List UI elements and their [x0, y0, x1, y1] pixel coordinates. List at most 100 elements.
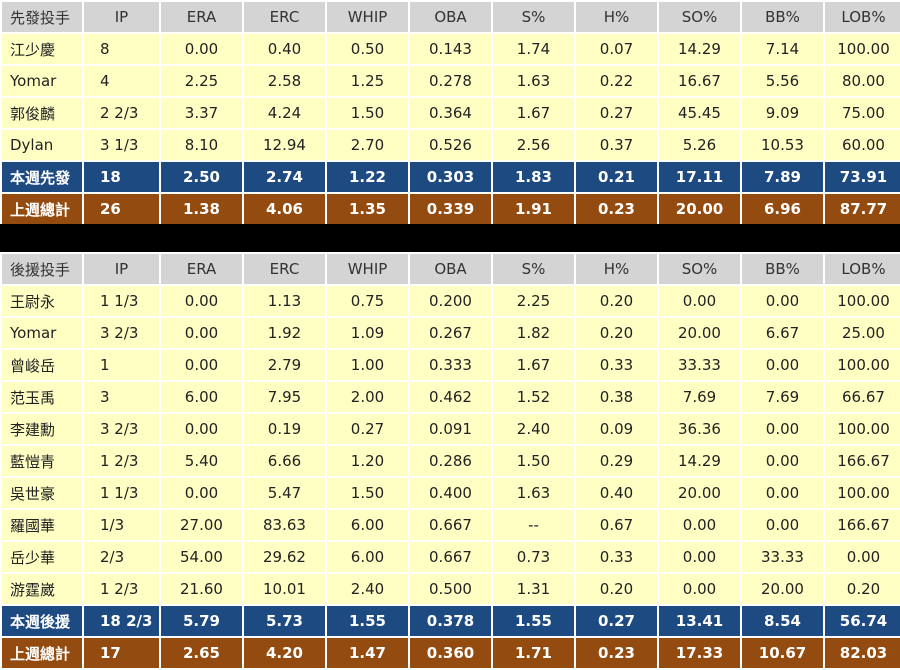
summary-stat-cell: 1.55 [493, 606, 574, 636]
stat-cell: 0.00 [742, 510, 823, 540]
header-row: 先發投手 IP ERA ERC WHIP OBA S% H% SO% BB% LOB% [2, 2, 900, 32]
stat-cell: 0.200 [410, 286, 491, 316]
stat-cell: 0.00 [742, 446, 823, 476]
stat-cell: 6.00 [161, 382, 242, 412]
stat-cell: 0.27 [576, 98, 657, 128]
stat-cell: 3 1/3 [84, 130, 159, 160]
stat-cell: 8.10 [161, 130, 242, 160]
stat-cell: 2.58 [244, 66, 325, 96]
stat-cell: 100.00 [825, 286, 900, 316]
header-cell-erc: ERC [244, 2, 325, 32]
table-row: 羅國華 1/3 27.00 83.63 6.00 0.667 -- 0.67 0.00 0.00 1… [2, 510, 900, 540]
stat-cell: 0.00 [161, 478, 242, 508]
header-cell-lob-pct: LOB% [825, 2, 900, 32]
summary-label: 上週總計 [2, 194, 82, 224]
stat-cell: 0.37 [576, 130, 657, 160]
summary-stat-cell: 13.41 [659, 606, 740, 636]
stat-cell: 14.29 [659, 446, 740, 476]
header-cell-era: ERA [161, 2, 242, 32]
stat-cell: 1 [84, 350, 159, 380]
summary-stat-cell: 1.71 [493, 638, 574, 668]
stat-cell: 0.091 [410, 414, 491, 444]
stat-cell: 0.364 [410, 98, 491, 128]
summary-stat-cell: 1.38 [161, 194, 242, 224]
summary-stat-cell: 17 [84, 638, 159, 668]
pitcher-name: 李建勳 [2, 414, 82, 444]
stat-cell: 1.13 [244, 286, 325, 316]
stat-cell: 33.33 [659, 350, 740, 380]
stat-cell: 0.38 [576, 382, 657, 412]
stat-cell: 10.53 [742, 130, 823, 160]
table-row: 范玉禹 3 6.00 7.95 2.00 0.462 1.52 0.38 7.69 7.69 66.… [2, 382, 900, 412]
stat-cell: 36.36 [659, 414, 740, 444]
stat-cell: 100.00 [825, 478, 900, 508]
pitcher-name: 吳世豪 [2, 478, 82, 508]
pitcher-name: 游霆崴 [2, 574, 82, 604]
stat-cell: 0.00 [161, 350, 242, 380]
summary-stat-cell: 0.23 [576, 638, 657, 668]
table-row: 游霆崴 1 2/3 21.60 10.01 2.40 0.500 1.31 0.20 0.00 2… [2, 574, 900, 604]
stat-cell: 83.63 [244, 510, 325, 540]
stat-cell: 0.00 [659, 574, 740, 604]
stat-cell: 0.40 [244, 34, 325, 64]
stat-cell: 0.00 [825, 542, 900, 572]
stat-cell: 5.40 [161, 446, 242, 476]
stat-cell: 0.278 [410, 66, 491, 96]
stat-cell: 16.67 [659, 66, 740, 96]
summary-stat-cell: 56.74 [825, 606, 900, 636]
stat-cell: 1.67 [493, 98, 574, 128]
stat-cell: 0.00 [742, 350, 823, 380]
summary-stat-cell: 0.339 [410, 194, 491, 224]
summary-stat-cell: 5.79 [161, 606, 242, 636]
pitcher-name: Yomar [2, 318, 82, 348]
header-cell-bb-pct: BB% [742, 2, 823, 32]
stat-cell: 1.25 [327, 66, 408, 96]
table-row: Yomar 3 2/3 0.00 1.92 1.09 0.267 1.82 0.20 20.00… [2, 318, 900, 348]
pitcher-name: 岳少華 [2, 542, 82, 572]
stat-cell: 1.74 [493, 34, 574, 64]
stat-cell: 1.67 [493, 350, 574, 380]
summary-stat-cell: 0.378 [410, 606, 491, 636]
summary-stat-cell: 1.35 [327, 194, 408, 224]
stat-cell: 0.67 [576, 510, 657, 540]
stat-cell: 0.462 [410, 382, 491, 412]
header-cell-h-pct: H% [576, 2, 657, 32]
stat-cell: 7.14 [742, 34, 823, 64]
stat-cell: 10.01 [244, 574, 325, 604]
stat-cell: 4 [84, 66, 159, 96]
table-row: 曾峻岳 1 0.00 2.79 1.00 0.333 1.67 0.33 33.33 0.00 10… [2, 350, 900, 380]
stat-cell: 20.00 [742, 574, 823, 604]
summary-stat-cell: 2.74 [244, 162, 325, 192]
header-cell-erc: ERC [244, 254, 325, 284]
stat-cell: 1.50 [493, 446, 574, 476]
stat-cell: 5.26 [659, 130, 740, 160]
summary-stat-cell: 2.65 [161, 638, 242, 668]
summary-stat-cell: 0.303 [410, 162, 491, 192]
header-cell-s-pct: S% [493, 2, 574, 32]
pitcher-name: 郭俊麟 [2, 98, 82, 128]
stat-cell: 1.63 [493, 66, 574, 96]
stat-cell: 0.00 [659, 542, 740, 572]
stat-cell: 0.500 [410, 574, 491, 604]
stat-cell: 5.56 [742, 66, 823, 96]
stat-cell: 1.52 [493, 382, 574, 412]
summary-stat-cell: 17.33 [659, 638, 740, 668]
stat-cell: 21.60 [161, 574, 242, 604]
stat-cell: 6.66 [244, 446, 325, 476]
table-row: 吳世豪 1 1/3 0.00 5.47 1.50 0.400 1.63 0.40 20.00 0.… [2, 478, 900, 508]
stat-cell: 0.00 [742, 414, 823, 444]
table-row: Dylan 3 1/3 8.10 12.94 2.70 0.526 2.56 0.37 5.26… [2, 130, 900, 160]
header-cell-ip: IP [84, 2, 159, 32]
last-week-total-row: 上週總計 17 2.65 4.20 1.47 0.360 1.71 0.23 17.33 10.6… [2, 638, 900, 668]
summary-stat-cell: 20.00 [659, 194, 740, 224]
stat-cell: 12.94 [244, 130, 325, 160]
stat-cell: 2.40 [493, 414, 574, 444]
summary-stat-cell: 17.11 [659, 162, 740, 192]
summary-stat-cell: 0.27 [576, 606, 657, 636]
stat-cell: 8 [84, 34, 159, 64]
stat-cell: 29.62 [244, 542, 325, 572]
stat-cell: 0.286 [410, 446, 491, 476]
pitcher-name: Yomar [2, 66, 82, 96]
table-row: 藍愷青 1 2/3 5.40 6.66 1.20 0.286 1.50 0.29 14.29 0.… [2, 446, 900, 476]
